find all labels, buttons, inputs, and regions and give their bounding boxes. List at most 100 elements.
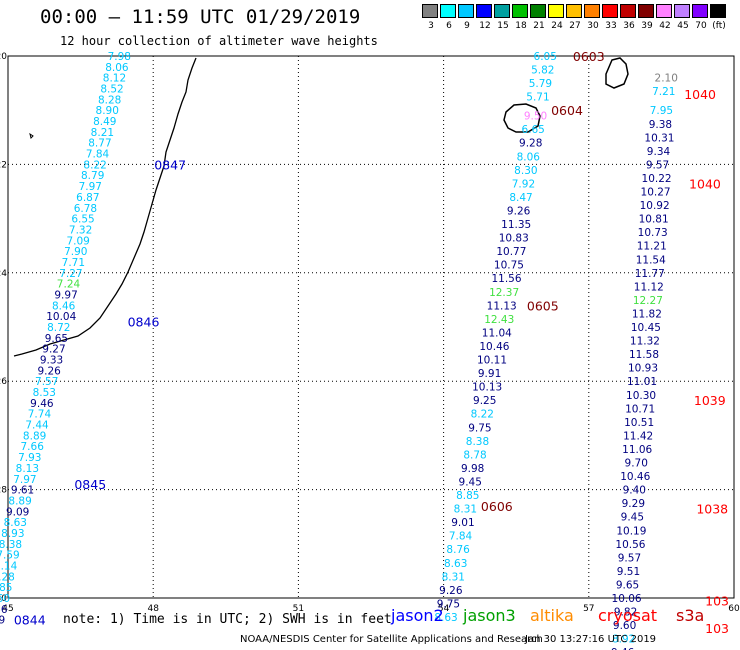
colorbar-swatch	[566, 4, 582, 18]
colorbar-label: 45	[677, 21, 689, 31]
wave-height-label: 7.74	[28, 409, 52, 421]
wave-height-label: 9.70	[625, 458, 648, 470]
satellite-legend-jason3: jason3	[463, 606, 516, 625]
wave-height-label: 2.10	[655, 73, 678, 85]
wave-height-label: 12.43	[484, 314, 514, 326]
wave-height-label: 11.35	[501, 219, 531, 231]
y-tick-label: -22	[0, 160, 7, 170]
wave-height-label: 9.27	[42, 344, 65, 356]
wave-height-label: 8.22	[83, 159, 106, 171]
wave-height-label: 9.26	[37, 365, 61, 377]
pass-time-label: 103	[705, 594, 729, 609]
wave-height-label: 10.04	[46, 311, 76, 323]
map-title: 00:00 – 11:59 UTC 01/29/2019	[40, 6, 361, 28]
wave-height-label: 5.82	[531, 65, 554, 77]
wave-height-label: 10.11	[477, 355, 507, 367]
wave-height-label: 8.46	[52, 300, 76, 312]
wave-height-label: 10.27	[641, 187, 671, 199]
wave-height-label: 8.49	[93, 116, 116, 128]
wave-height-label: 7.84	[449, 531, 473, 543]
colorbar-label: 3	[428, 21, 434, 31]
wave-height-label: 11.06	[622, 444, 652, 456]
wave-height-label: 8.31	[442, 571, 465, 583]
wave-height-label: 8.63	[444, 558, 467, 570]
wave-height-label: 12.27	[633, 295, 663, 307]
pass-time-label: 0605	[527, 298, 559, 313]
x-tick-label: 48	[147, 604, 159, 614]
wave-height-label: 12.37	[489, 287, 519, 299]
mauritius-island-outline	[605, 57, 629, 89]
wave-height-label: 9.91	[478, 368, 501, 380]
wave-height-label: 7.93	[18, 452, 41, 464]
wave-height-label: 8.06	[517, 151, 541, 163]
colorbar-swatch	[440, 4, 456, 18]
footer-note: note: 1) Time is in UTC; 2) SWH is in fe…	[63, 612, 392, 627]
wave-height-label: 9.57	[618, 552, 641, 564]
satellite-legend-s3a: s3a	[676, 606, 705, 625]
pass-time-label: 0603	[573, 49, 605, 64]
wave-height-label: 9.36	[0, 604, 8, 616]
wave-height-label: 7.71	[62, 257, 85, 269]
wave-height-label: 9.38	[649, 119, 672, 131]
x-tick-label: 51	[293, 604, 304, 614]
wave-height-label: 9.34	[647, 146, 671, 158]
wave-height-label: 5.71	[526, 92, 549, 104]
wave-height-label: 8.52	[100, 84, 123, 96]
credit-text: NOAA/NESDIS Center for Satellite Applica…	[240, 634, 543, 645]
wave-height-label: 9.09	[6, 506, 29, 518]
wave-height-label: 10.77	[496, 246, 526, 258]
wave-height-label: 9.75	[437, 598, 460, 610]
wave-height-label: 8.13	[16, 463, 39, 475]
colorbar-label: 33	[605, 21, 617, 31]
wave-height-label: 7.59	[0, 550, 20, 562]
wave-height-label: 8.38	[466, 436, 489, 448]
wave-height-label: 7.98	[108, 51, 131, 63]
wave-height-label: 8.92	[612, 634, 635, 646]
colorbar-label: 9	[464, 21, 470, 31]
pass-time-label: 0604	[551, 103, 583, 118]
pass-time-label: 1040	[689, 176, 721, 191]
wave-height-label: 9.33	[40, 355, 63, 367]
wave-height-label: 10.19	[616, 525, 646, 537]
madagascar-coastline	[13, 57, 197, 357]
colorbar-swatch	[674, 4, 690, 18]
wave-height-label: 8.60	[0, 593, 10, 605]
wave-height-label: 9.40	[623, 485, 646, 497]
colorbar-label: (ft)	[712, 21, 726, 31]
wave-height-label: 10.46	[479, 341, 509, 353]
wave-height-label: 5.79	[529, 78, 552, 90]
satellite-legend-jason2: jason2	[391, 606, 444, 625]
wave-height-label: 9.97	[54, 289, 77, 301]
satellite-legend-altika: altika	[530, 606, 574, 625]
colorbar-swatch	[692, 4, 708, 18]
pass-time-label: 1039	[694, 393, 726, 408]
colorbar-label: 36	[623, 21, 635, 31]
wave-height-label: 11.21	[637, 241, 667, 253]
colorbar-label: 15	[497, 21, 509, 31]
colorbar-swatch	[638, 4, 654, 18]
wave-height-label: 8.93	[1, 528, 24, 540]
colorbar-swatch	[458, 4, 474, 18]
wave-height-label: 9.28	[519, 138, 542, 150]
wave-height-label: 6.65	[521, 124, 544, 136]
reunion-island-outline	[503, 103, 541, 133]
wave-height-label: 10.73	[638, 227, 668, 239]
wave-height-label: 11.13	[487, 300, 517, 312]
wave-height-label: 11.12	[634, 281, 664, 293]
wave-height-label: 8.79	[81, 170, 104, 182]
wave-height-label: 6.78	[74, 203, 97, 215]
colorbar-label: 24	[551, 21, 563, 31]
wave-height-label: 6.05	[534, 51, 557, 63]
wave-height-label: 10.06	[612, 593, 642, 605]
wave-height-label: 11.77	[635, 268, 665, 280]
x-tick-label: 54	[438, 604, 450, 614]
colorbar-label: 30	[587, 21, 599, 31]
wave-height-label: 8.63	[4, 517, 27, 529]
wave-height-label: 8.31	[454, 504, 477, 516]
wave-height-label: 8.85	[456, 490, 479, 502]
wave-height-label: 7.95	[650, 105, 673, 117]
wave-height-label: 10.46	[620, 471, 650, 483]
pass-time-label: 103	[705, 621, 729, 636]
colorbar-label: 12	[479, 21, 491, 31]
pass-time-label: 0845	[74, 477, 106, 492]
